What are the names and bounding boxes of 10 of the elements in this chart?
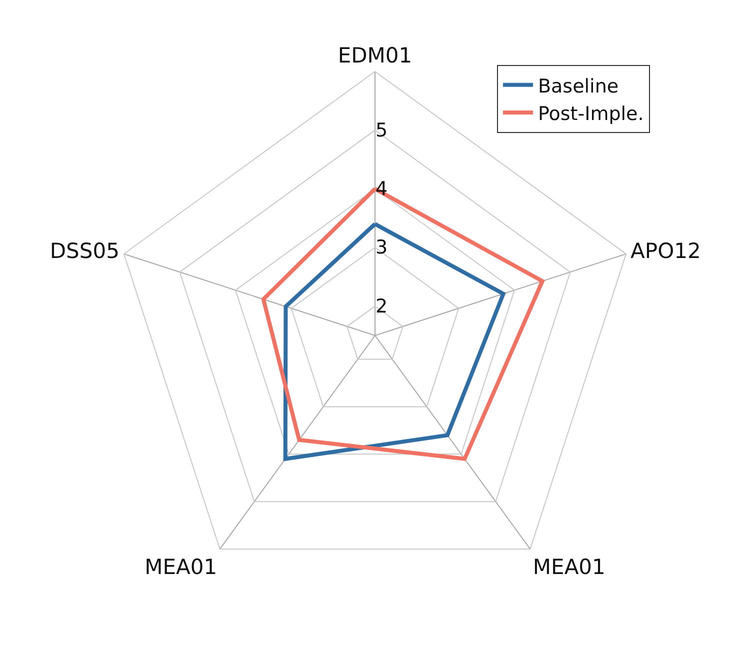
y-tick-label: 2 [376,295,388,318]
spoke-label: DSS05 [50,239,120,264]
y-tick-label: 5 [376,119,388,142]
spoke-label: APO12 [630,239,701,264]
spoke-label: MEA01 [144,555,218,580]
y-tick-label: 3 [376,236,388,259]
spoke-label: MEA01 [532,555,606,580]
spoke-label: EDM01 [338,44,412,68]
legend-label: Post-Imple. [538,102,644,125]
legend-label: Baseline [538,75,619,98]
